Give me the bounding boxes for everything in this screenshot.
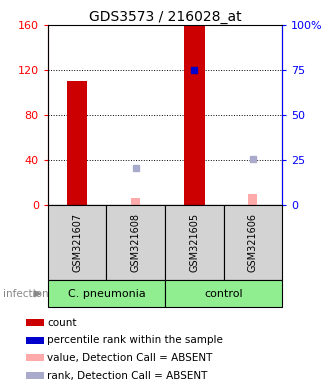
Bar (67, 81, 87, 205)
Text: control: control (204, 289, 243, 299)
Bar (248, 194, 257, 205)
Bar (26, 372, 44, 379)
Text: count: count (47, 318, 77, 328)
Text: percentile rank within the sample: percentile rank within the sample (47, 335, 223, 345)
Text: value, Detection Call = ABSENT: value, Detection Call = ABSENT (47, 353, 213, 363)
Bar (184, 25, 205, 205)
Bar (224, 205, 282, 280)
Text: GSM321608: GSM321608 (131, 214, 141, 272)
Title: GDS3573 / 216028_at: GDS3573 / 216028_at (89, 10, 241, 24)
Text: C. pneumonia: C. pneumonia (68, 289, 145, 299)
Bar (48, 280, 165, 307)
Bar (165, 205, 224, 280)
Text: GSM321607: GSM321607 (72, 214, 82, 272)
Bar (131, 197, 140, 205)
Bar (106, 205, 165, 280)
Text: GSM321605: GSM321605 (189, 214, 199, 272)
Bar (48, 205, 106, 280)
Text: infection: infection (3, 289, 49, 299)
Text: GSM321606: GSM321606 (248, 214, 258, 272)
Bar (26, 319, 44, 326)
Bar (26, 337, 44, 344)
Bar (165, 280, 282, 307)
Bar (26, 354, 44, 361)
Text: rank, Detection Call = ABSENT: rank, Detection Call = ABSENT (47, 371, 208, 381)
